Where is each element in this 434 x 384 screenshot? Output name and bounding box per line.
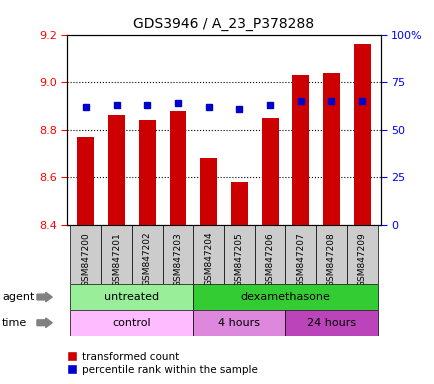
Bar <box>169 111 186 225</box>
Bar <box>230 182 247 225</box>
Bar <box>77 137 94 225</box>
Text: GSM847201: GSM847201 <box>112 232 121 286</box>
Bar <box>261 118 278 225</box>
Bar <box>254 225 285 284</box>
Bar <box>193 310 285 336</box>
Bar <box>70 225 101 284</box>
Legend: transformed count, percentile rank within the sample: transformed count, percentile rank withi… <box>64 348 261 379</box>
Bar <box>346 225 377 284</box>
Bar <box>224 225 254 284</box>
Text: GSM847204: GSM847204 <box>204 232 213 286</box>
Bar <box>193 225 224 284</box>
Text: 4 hours: 4 hours <box>218 318 260 328</box>
Bar <box>70 284 193 310</box>
Bar <box>353 44 370 225</box>
Bar <box>108 115 125 225</box>
Text: control: control <box>112 318 151 328</box>
Text: agent: agent <box>2 292 34 302</box>
Text: dexamethasone: dexamethasone <box>240 292 329 302</box>
Bar <box>70 310 193 336</box>
Text: GSM847200: GSM847200 <box>81 232 90 286</box>
Bar <box>285 310 377 336</box>
Text: time: time <box>2 318 27 328</box>
Text: GSM847209: GSM847209 <box>357 232 366 286</box>
Text: GSM847202: GSM847202 <box>142 232 151 286</box>
Bar <box>101 225 132 284</box>
Text: GSM847203: GSM847203 <box>173 232 182 286</box>
Text: 24 hours: 24 hours <box>306 318 355 328</box>
Bar <box>316 225 346 284</box>
Text: GSM847205: GSM847205 <box>234 232 243 286</box>
Bar <box>200 158 217 225</box>
Text: GSM847208: GSM847208 <box>326 232 335 286</box>
Bar <box>138 120 155 225</box>
Bar <box>132 225 162 284</box>
Bar <box>162 225 193 284</box>
Bar <box>193 284 377 310</box>
Bar <box>292 75 309 225</box>
Text: untreated: untreated <box>104 292 159 302</box>
Text: GSM847207: GSM847207 <box>296 232 305 286</box>
Bar <box>285 225 316 284</box>
Text: GSM847206: GSM847206 <box>265 232 274 286</box>
Bar <box>322 73 339 225</box>
Title: GDS3946 / A_23_P378288: GDS3946 / A_23_P378288 <box>133 17 314 31</box>
